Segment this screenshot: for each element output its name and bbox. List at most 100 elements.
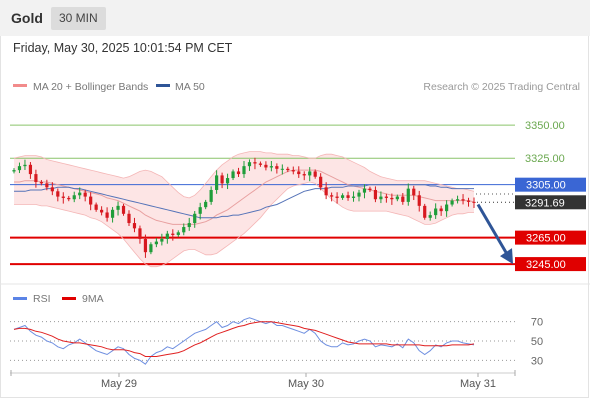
ma50-legend-label: MA 50 [175, 81, 205, 93]
candle-body-77 [434, 208, 438, 216]
candle-body-24 [143, 238, 148, 253]
candle-body-21 [127, 213, 131, 224]
candle-body-18 [110, 209, 115, 218]
candle-body-75 [423, 205, 427, 218]
interval-badge[interactable]: 30 MIN [51, 7, 106, 30]
candle-body-46 [264, 164, 268, 168]
rsi-tick-30: 30 [531, 355, 543, 367]
candle-body-72 [406, 188, 410, 202]
forecast-arrow-shaft [476, 203, 509, 255]
candle-body-59 [335, 196, 339, 198]
instrument-title: Gold [11, 10, 43, 26]
candle-body-28 [165, 233, 169, 239]
candle-body-70 [395, 196, 399, 200]
rsi-line [13, 317, 475, 365]
candle-body-20 [121, 205, 126, 214]
candle-body-60 [340, 195, 345, 198]
candle-body-14 [89, 196, 93, 205]
datetime-label: Friday, May 30, 2025 10:01:54 PM CET [13, 41, 233, 55]
candle-body-25 [149, 244, 153, 253]
candle-body-57 [324, 187, 328, 196]
candle-body-65 [368, 188, 372, 190]
candle-body-62 [351, 196, 356, 198]
rsi-legend-swatch [13, 297, 27, 300]
candle-body-3 [28, 164, 33, 175]
candle-body-32 [187, 223, 191, 228]
candle-body-2 [23, 164, 27, 167]
level-label-3245.00: 3245.00 [526, 259, 566, 271]
candle-body-5 [39, 182, 43, 184]
candle-body-35 [204, 201, 208, 208]
ma9-legend-swatch [62, 297, 76, 300]
time-tick-label-1: May 30 [288, 378, 324, 390]
candle-body-31 [182, 227, 186, 233]
candle-body-1 [17, 166, 22, 171]
candle-body-33 [193, 213, 197, 224]
candle-body-50 [286, 168, 290, 171]
candle-body-19 [116, 205, 120, 210]
candle-body-44 [253, 162, 257, 164]
candle-body-47 [269, 166, 273, 168]
candle-body-41 [236, 171, 241, 175]
time-tick-label-0: May 29 [101, 378, 137, 390]
candle-body-56 [319, 176, 323, 188]
candle-body-69 [390, 197, 394, 200]
ma20-legend-label: MA 20 + Bollinger Bands [33, 81, 148, 93]
price-panel: 3350.00 3325.00 3305.00 3265.00 3245.00 3291.… [10, 120, 586, 272]
candle-body-29 [171, 233, 175, 235]
candle-body-68 [384, 196, 388, 198]
candle-body-10 [67, 197, 71, 200]
candle-body-12 [78, 192, 82, 196]
candle-body-49 [280, 168, 284, 170]
rsi-panel: 70 50 30 [10, 317, 543, 367]
candle-body-55 [313, 171, 317, 177]
rsi-tick-70: 70 [531, 317, 543, 329]
candle-body-17 [105, 212, 109, 218]
candle-body-53 [302, 174, 306, 176]
candle-body-16 [100, 209, 104, 213]
candle-body-81 [455, 199, 460, 201]
candle-body-0 [12, 170, 16, 172]
ma20-legend-swatch [13, 84, 27, 87]
candle-body-15 [94, 204, 98, 210]
candle-body-40 [231, 171, 235, 179]
candle-body-52 [297, 171, 301, 175]
ma9-line [13, 321, 475, 357]
candle-body-23 [138, 228, 142, 239]
candle-body-63 [357, 192, 361, 197]
level-tag-3245.00 [515, 257, 586, 272]
level-tag-3305.00 [515, 177, 586, 192]
candle-body-6 [45, 183, 49, 188]
candle-body-80 [450, 200, 454, 205]
rsi-legend-label: RSI [33, 293, 51, 305]
candle-body-42 [242, 166, 246, 175]
candle-body-36 [209, 189, 213, 202]
ma50-legend-swatch [156, 84, 170, 87]
chart-header: Gold 30 MIN [0, 0, 590, 36]
candle-body-84 [472, 201, 476, 203]
chart-frame [0, 36, 589, 398]
candle-body-78 [439, 208, 443, 212]
candle-body-37 [215, 175, 219, 190]
level-label-3305.00: 3305.00 [526, 180, 566, 192]
level-label-3325.00: 3325.00 [525, 153, 565, 165]
time-axis: May 29 May 30 May 31 [10, 370, 516, 390]
candle-body-73 [412, 188, 416, 196]
bollinger-lower-line [14, 181, 474, 268]
candle-body-66 [373, 189, 378, 200]
rsi-tick-50: 50 [531, 336, 543, 348]
candle-body-79 [445, 204, 449, 212]
candle-body-54 [308, 171, 312, 176]
candle-body-30 [176, 232, 180, 235]
candle-body-13 [83, 192, 87, 197]
time-tick-label-2: May 31 [460, 378, 496, 390]
ma9-legend-label: 9MA [82, 293, 104, 305]
forecast-arrow-head [500, 248, 513, 265]
last-price-tag [515, 195, 586, 210]
candle-body-61 [346, 195, 350, 198]
ma50-line [14, 184, 474, 219]
level-label-3265.00: 3265.00 [526, 233, 566, 245]
candle-body-27 [160, 238, 164, 242]
bollinger-upper-line [13, 151, 475, 199]
